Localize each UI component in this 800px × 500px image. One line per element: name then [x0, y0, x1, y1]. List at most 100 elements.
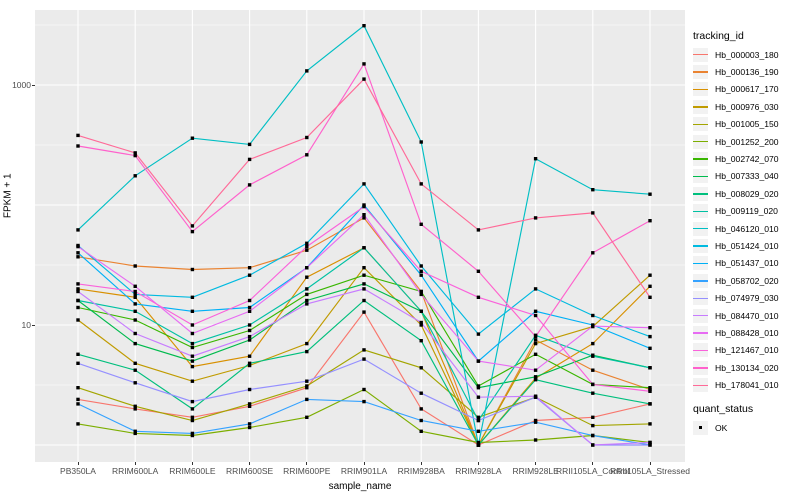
- legend-label: Hb_178041_010: [715, 380, 779, 391]
- legend-item-Hb_088428_010: Hb_088428_010: [693, 324, 799, 341]
- data-point-marker: [247, 338, 252, 342]
- data-point-marker: [362, 348, 366, 352]
- data-point-marker: [533, 378, 538, 382]
- data-point-marker: [648, 326, 652, 330]
- data-point-marker: [648, 346, 652, 350]
- data-point-marker: [133, 318, 137, 322]
- legend-label: Hb_058702_020: [715, 275, 779, 286]
- legend-label: Hb_008029_020: [715, 188, 779, 199]
- legend-item-Hb_178041_010: Hb_178041_010: [693, 376, 799, 393]
- data-point-marker: [133, 295, 137, 299]
- legend-key-swatch: [693, 221, 708, 236]
- data-point-marker: [476, 359, 481, 363]
- data-point-marker: [76, 287, 80, 291]
- data-point-marker: [476, 429, 481, 433]
- x-tick-mark: [363, 462, 365, 465]
- data-point-marker: [247, 323, 252, 327]
- data-point-marker: [247, 298, 252, 303]
- data-point-marker: [533, 341, 538, 346]
- data-point-marker: [190, 379, 195, 383]
- legend-item-Hb_051424_010: Hb_051424_010: [693, 237, 799, 254]
- legend-label: Hb_051424_010: [715, 240, 779, 251]
- legend-color-line: [693, 193, 708, 195]
- legend-key-swatch: [693, 152, 708, 167]
- data-point-marker: [190, 418, 195, 423]
- data-point-marker: [305, 341, 309, 346]
- data-point-marker: [190, 359, 195, 363]
- x-tick-label-RRIM600SE: RRIM600SE: [225, 466, 274, 476]
- x-tick-mark: [306, 462, 308, 465]
- data-point-marker: [533, 287, 538, 291]
- legend-item-Hb_001252_200: Hb_001252_200: [693, 133, 799, 150]
- legend-color-line: [693, 262, 708, 265]
- data-point-marker: [133, 368, 137, 372]
- x-tick-label-RRIM600LE: RRIM600LE: [169, 466, 216, 476]
- data-point-marker: [476, 386, 481, 390]
- data-point-marker: [76, 361, 80, 365]
- data-point-marker: [305, 135, 309, 140]
- legend-item-Hb_121467_010: Hb_121467_010: [693, 342, 799, 359]
- legend-color-line: [693, 54, 708, 56]
- data-point-marker: [76, 289, 80, 294]
- data-point-marker: [419, 264, 423, 268]
- data-point-marker: [76, 244, 80, 249]
- x-tick-label-PB350LA: PB350LA: [60, 466, 96, 476]
- legend-item-Hb_008029_020: Hb_008029_020: [693, 185, 799, 202]
- data-point-marker: [533, 394, 538, 398]
- data-point-marker: [190, 399, 195, 404]
- data-point-marker: [247, 361, 252, 365]
- data-point-marker: [247, 363, 252, 368]
- tracking-id-legend: tracking_id Hb_000003_180 Hb_000136_190 Hb…: [693, 30, 799, 436]
- data-point-marker: [76, 282, 80, 286]
- data-point-marker: [133, 404, 137, 408]
- legend-color-line: [693, 245, 708, 247]
- data-point-marker: [591, 251, 595, 255]
- legend-label: Hb_051437_010: [715, 258, 779, 269]
- data-point-marker: [533, 216, 538, 220]
- x-tick-label-RRII105LA_Control: RRII105LA_Control: [555, 466, 630, 476]
- data-point-marker: [305, 379, 309, 383]
- data-point-marker: [305, 287, 309, 291]
- data-point-marker: [476, 295, 481, 299]
- x-tick-label-RRIM928LA: RRIM928LA: [455, 466, 502, 476]
- data-point-marker: [419, 292, 423, 297]
- data-point-marker: [133, 341, 137, 346]
- ok-square-marker-icon: [698, 425, 703, 430]
- data-point-marker: [476, 269, 481, 273]
- data-point-marker: [419, 182, 423, 186]
- data-point-marker: [591, 354, 595, 358]
- data-point-marker: [133, 361, 137, 365]
- legend-color-line: [693, 297, 708, 299]
- data-point-marker: [247, 387, 252, 392]
- data-point-marker: [76, 305, 80, 310]
- x-axis-title: sample_name: [328, 481, 392, 492]
- data-point-marker: [76, 251, 80, 255]
- data-point-marker: [533, 309, 538, 313]
- legend-label: Hb_046120_010: [715, 223, 779, 234]
- legend-item-Hb_051437_010: Hb_051437_010: [693, 255, 799, 272]
- data-point-marker: [362, 24, 366, 28]
- data-point-marker: [419, 273, 423, 277]
- data-point-marker: [133, 381, 137, 385]
- data-point-marker: [190, 224, 195, 228]
- data-point-marker: [133, 153, 137, 158]
- data-point-marker: [133, 292, 137, 297]
- data-point-marker: [133, 289, 137, 294]
- legend-entries: Hb_000003_180 Hb_000136_190 Hb_000617_170 H…: [693, 46, 799, 394]
- data-point-marker: [591, 211, 595, 215]
- y-tick-label: 10: [21, 320, 31, 330]
- legend-color-line: [693, 71, 708, 73]
- legend-key-swatch: [693, 378, 708, 393]
- data-point-marker: [190, 433, 195, 438]
- data-point-marker: [591, 433, 595, 438]
- data-point-marker: [247, 157, 252, 162]
- y-tick-mark: [32, 324, 35, 326]
- data-point-marker: [76, 298, 80, 303]
- data-point-marker: [190, 295, 195, 299]
- data-point-marker: [648, 443, 652, 447]
- legend-item-Hb_130134_020: Hb_130134_020: [693, 359, 799, 376]
- data-point-marker: [133, 174, 137, 178]
- data-point-marker: [247, 354, 252, 358]
- data-point-marker: [648, 402, 652, 406]
